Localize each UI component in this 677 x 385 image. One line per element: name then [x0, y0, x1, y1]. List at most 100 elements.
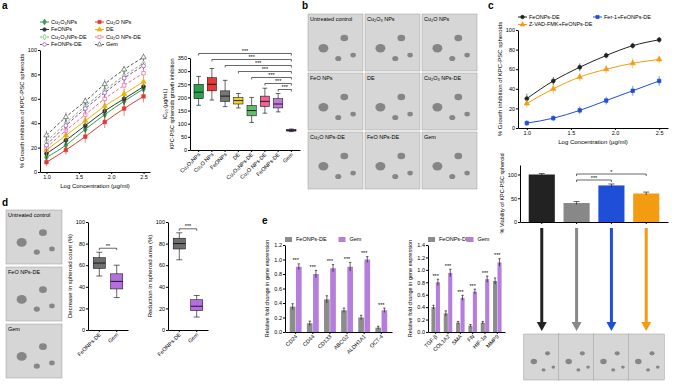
- axis-line: [518, 31, 519, 129]
- tick-mark: [238, 150, 239, 152]
- spheroid: [545, 351, 550, 355]
- spheroid: [318, 162, 328, 170]
- tick: [576, 222, 577, 224]
- image-frame: [559, 334, 595, 380]
- median: [93, 263, 105, 264]
- median: [234, 100, 243, 101]
- tick-label: 1.4: [417, 242, 425, 248]
- marker: [63, 114, 68, 119]
- bar: [290, 307, 296, 332]
- tick-label: 0: [512, 125, 515, 131]
- tick: 50: [181, 134, 190, 140]
- legend: FeONPs-DEGem: [285, 236, 362, 242]
- y-axis: 020406080100: [506, 27, 519, 131]
- series-line: [46, 73, 143, 147]
- significance: ***: [225, 60, 291, 68]
- tick-mark: [188, 71, 190, 72]
- significance-label: ***: [432, 273, 439, 279]
- error-bar: [608, 184, 614, 187]
- whisker-cap: [236, 107, 241, 108]
- micrograph: [524, 334, 560, 380]
- tick-label: 0.8: [417, 280, 425, 286]
- axis-title: Relative fold change in gene expression: [407, 240, 413, 338]
- tick-mark: [576, 222, 577, 224]
- tick-label: 80: [31, 72, 37, 78]
- bar: [448, 273, 452, 332]
- tick-mark: [38, 123, 40, 124]
- tick-mark: [426, 332, 428, 333]
- tick: FN: [466, 332, 475, 343]
- image-label: Gem: [8, 326, 20, 332]
- tick-label: 100: [506, 27, 515, 33]
- legend-label: Cu₂O NPs: [106, 19, 132, 25]
- plot-area: [194, 69, 296, 132]
- tick-label: 0: [162, 327, 165, 333]
- tick-mark: [516, 89, 518, 90]
- image-frame: [422, 14, 477, 71]
- tick: 1.0: [417, 267, 428, 273]
- tick-mark: [283, 303, 285, 304]
- micrograph: [628, 334, 664, 380]
- tick: 20: [159, 306, 168, 312]
- image-label: Cu₂O NPs-DE: [310, 134, 345, 140]
- tick: 0.8: [274, 271, 285, 277]
- axis-title: KPC-PSC spheroids growth inhibition: [169, 58, 175, 149]
- legend-swatch: [428, 237, 435, 242]
- legend-label: FeONPs-DE: [529, 14, 560, 20]
- x-axis: 1.01.52.02.5: [41, 172, 151, 180]
- axis-title: Reduction in spheroid area (%): [147, 235, 153, 318]
- tick-mark: [646, 222, 647, 224]
- whisker-cap: [96, 276, 102, 277]
- axis-title: Log Concentration (µg/ml): [558, 139, 628, 145]
- legend-marker: [43, 34, 46, 40]
- tick: 80: [79, 241, 88, 247]
- tick-label: 60: [31, 96, 37, 102]
- tick-mark: [329, 332, 330, 334]
- tick: 350: [178, 55, 190, 61]
- tick-label: 1.0: [274, 257, 282, 263]
- chart: TGF-βCOL1A2SMAFNHIF-1αMMP90.00.20.40.60.…: [407, 236, 506, 352]
- significance: ***: [278, 84, 291, 92]
- legend-entry: FeONPs-DE: [518, 14, 560, 20]
- tick: 2.5: [140, 172, 148, 180]
- tick-label: 0.4: [417, 304, 425, 310]
- bar: [456, 323, 460, 332]
- tick-label: MMP9: [485, 333, 500, 348]
- micrograph: FeO NPs-DE: [6, 267, 62, 321]
- legend-entry: Fer-1+FeONPs-DE: [593, 14, 651, 20]
- tick-label: 2.0: [612, 130, 620, 136]
- tick-label: 20: [159, 306, 165, 312]
- tick: 0: [184, 147, 190, 153]
- legend-swatch: [467, 237, 474, 242]
- image-frame: [365, 132, 420, 189]
- tick-mark: [225, 150, 226, 152]
- median: [220, 96, 229, 97]
- tick: 1.4: [417, 242, 428, 248]
- whisker-cap: [223, 106, 228, 107]
- tick-mark: [38, 172, 40, 173]
- spheroid: [34, 364, 40, 369]
- whisker-cap: [114, 265, 120, 266]
- arrow-shaft: [575, 228, 578, 322]
- error-bar: [445, 311, 447, 316]
- box: [247, 97, 256, 122]
- marker: [551, 86, 556, 91]
- tick: MMP9: [485, 332, 500, 349]
- bar: [497, 262, 501, 332]
- tick-label: 2.5: [140, 174, 148, 180]
- marker: [45, 161, 48, 164]
- arrow-head: [606, 322, 616, 331]
- error-bar: [291, 304, 293, 310]
- tick-mark: [166, 244, 168, 245]
- plot-area: [93, 252, 123, 297]
- error-bar: [474, 289, 476, 294]
- tick-label: 2.5: [656, 130, 664, 136]
- significance-label: ***: [242, 48, 249, 54]
- tick-label: 20: [79, 306, 85, 312]
- error-bar: [482, 321, 484, 323]
- tick-label: 1.0: [523, 130, 531, 136]
- tick-mark: [291, 150, 292, 152]
- axis-line: [88, 223, 89, 331]
- bar: [598, 185, 624, 222]
- tick-mark: [347, 332, 348, 334]
